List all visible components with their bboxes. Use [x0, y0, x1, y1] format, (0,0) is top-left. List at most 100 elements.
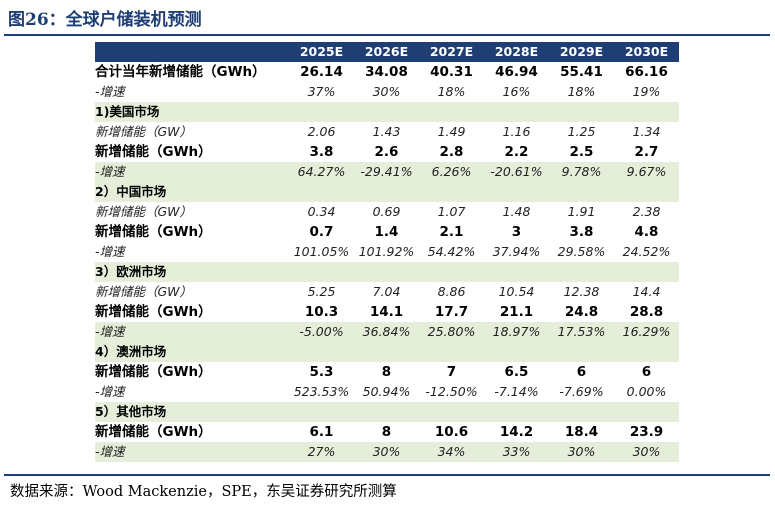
growth-row: -增速 27% 30% 34% 33% 30% 30%	[95, 442, 679, 462]
row-label: 新增储能（GW）	[95, 124, 193, 139]
table-cell: 8	[381, 364, 392, 380]
table-cell: 29.58%	[557, 244, 606, 259]
section-label: 5）其他市场	[95, 402, 679, 422]
gw-row: 新增储能（GW） 5.25 7.04 8.86 10.54 12.38 14.4	[95, 282, 679, 302]
gw-row: 新增储能（GW） 0.34 0.69 1.07 1.48 1.91 2.38	[95, 202, 679, 222]
table-cell: 8.86	[437, 284, 466, 299]
table-cell: 54.42%	[427, 244, 476, 259]
table-cell: 12.38	[563, 284, 600, 299]
table-cell: 64.27%	[289, 162, 354, 182]
table-cell: 0.69	[372, 204, 401, 219]
table-cell: 14.4	[632, 284, 661, 299]
table-cell: 25.80%	[419, 322, 484, 342]
header-row: 2025E 2026E 2027E 2028E 2029E 2030E	[95, 42, 679, 62]
table-cell: 4.8	[634, 224, 659, 240]
table-cell: 7.04	[372, 284, 401, 299]
table-cell: 14.2	[499, 424, 534, 440]
figure-title: 图26：全球户储装机预测	[8, 10, 202, 30]
table-cell: 40.31	[430, 64, 473, 80]
table-cell: 33%	[484, 442, 549, 462]
table-cell: 18.4	[564, 424, 599, 440]
section-label: 2）中国市场	[95, 182, 679, 202]
row-label: 合计当年新增储能（GWh）	[95, 64, 266, 80]
table-cell: 18%	[437, 84, 466, 99]
table-cell: 24.8	[564, 304, 599, 320]
growth-row: -增速 523.53% 50.94% -12.50% -7.14% -7.69%…	[95, 382, 679, 402]
section-row-us: 1)美国市场	[95, 102, 679, 122]
table-cell: 6.26%	[419, 162, 484, 182]
table-cell: 30%	[614, 442, 679, 462]
table-cell: 27%	[289, 442, 354, 462]
table-cell: 26.14	[300, 64, 343, 80]
table-cell: 101.05%	[293, 244, 350, 259]
table-cell: -20.61%	[484, 162, 549, 182]
year-header: 2028E	[484, 42, 549, 62]
row-label: 新增储能（GWh）	[95, 364, 212, 380]
table-cell: 6	[641, 364, 652, 380]
table-cell: 2.06	[307, 124, 336, 139]
growth-row: -增速 64.27% -29.41% 6.26% -20.61% 9.78% 9…	[95, 162, 679, 182]
table-cell: 23.9	[629, 424, 664, 440]
table-cell: 3.8	[569, 224, 594, 240]
row-label: 新增储能（GWh）	[95, 144, 212, 160]
table-cell: 2.6	[374, 144, 399, 160]
growth-row: -增速 101.05% 101.92% 54.42% 37.94% 29.58%…	[95, 242, 679, 262]
table-cell: 6.1	[309, 424, 334, 440]
growth-row: -增速 -5.00% 36.84% 25.80% 18.97% 17.53% 1…	[95, 322, 679, 342]
table-cell: 34%	[419, 442, 484, 462]
table-cell: 5.3	[309, 364, 334, 380]
table-cell: 9.67%	[614, 162, 679, 182]
top-rule	[4, 34, 770, 36]
table-cell: 16.29%	[614, 322, 679, 342]
section-row-europe: 3）欧洲市场	[95, 262, 679, 282]
section-label: 3）欧洲市场	[95, 262, 679, 282]
table-cell: 2.5	[569, 144, 594, 160]
table-cell: 1.34	[632, 124, 661, 139]
table-cell: -29.41%	[354, 162, 419, 182]
table-cell: 2.8	[439, 144, 464, 160]
year-header: 2025E	[289, 42, 354, 62]
year-header: 2027E	[419, 42, 484, 62]
gw-row: 新增储能（GW） 2.06 1.43 1.49 1.16 1.25 1.34	[95, 122, 679, 142]
row-label: -增速	[95, 84, 125, 99]
table-cell: 0.00%	[626, 384, 667, 399]
table-cell: 2.38	[632, 204, 661, 219]
table-cell: 1.16	[502, 124, 531, 139]
table-cell: 30%	[372, 84, 401, 99]
table-cell: 24.52%	[622, 244, 671, 259]
table-cell: 1.25	[567, 124, 596, 139]
table-cell: 30%	[549, 442, 614, 462]
gwh-row: 新增储能（GWh） 3.8 2.6 2.8 2.2 2.5 2.7	[95, 142, 679, 162]
section-row-australia: 4）澳洲市场	[95, 342, 679, 362]
table-cell: 6	[576, 364, 587, 380]
section-row-other: 5）其他市场	[95, 402, 679, 422]
table-cell: 34.08	[365, 64, 408, 80]
table-cell: 55.41	[560, 64, 603, 80]
section-label: 1)美国市场	[95, 102, 679, 122]
table-cell: -5.00%	[289, 322, 354, 342]
table-cell: 14.1	[369, 304, 404, 320]
table-cell: 30%	[354, 442, 419, 462]
section-label: 4）澳洲市场	[95, 342, 679, 362]
table-cell: -12.50%	[425, 384, 478, 399]
table-cell: 9.78%	[549, 162, 614, 182]
table-cell: 17.53%	[549, 322, 614, 342]
table-cell: 1.43	[372, 124, 401, 139]
table-cell: 66.16	[625, 64, 668, 80]
table-cell: 37.94%	[492, 244, 541, 259]
row-label: -增速	[95, 384, 125, 399]
row-label: -增速	[95, 244, 125, 259]
table-cell: 1.4	[374, 224, 399, 240]
row-label: 新增储能（GWh）	[95, 304, 212, 320]
gwh-row: 新增储能（GWh） 6.1 8 10.6 14.2 18.4 23.9	[95, 422, 679, 442]
source-note: 数据来源：Wood Mackenzie，SPE，东吴证券研究所测算	[10, 484, 397, 500]
table-cell: 10.54	[498, 284, 535, 299]
table-cell: 1.91	[567, 204, 596, 219]
table-cell: 1.49	[437, 124, 466, 139]
table-cell: 50.94%	[362, 384, 411, 399]
section-row-china: 2）中国市场	[95, 182, 679, 202]
year-header: 2029E	[549, 42, 614, 62]
table-cell: 21.1	[499, 304, 534, 320]
table-cell: 5.25	[307, 284, 336, 299]
table-cell: 17.7	[434, 304, 469, 320]
